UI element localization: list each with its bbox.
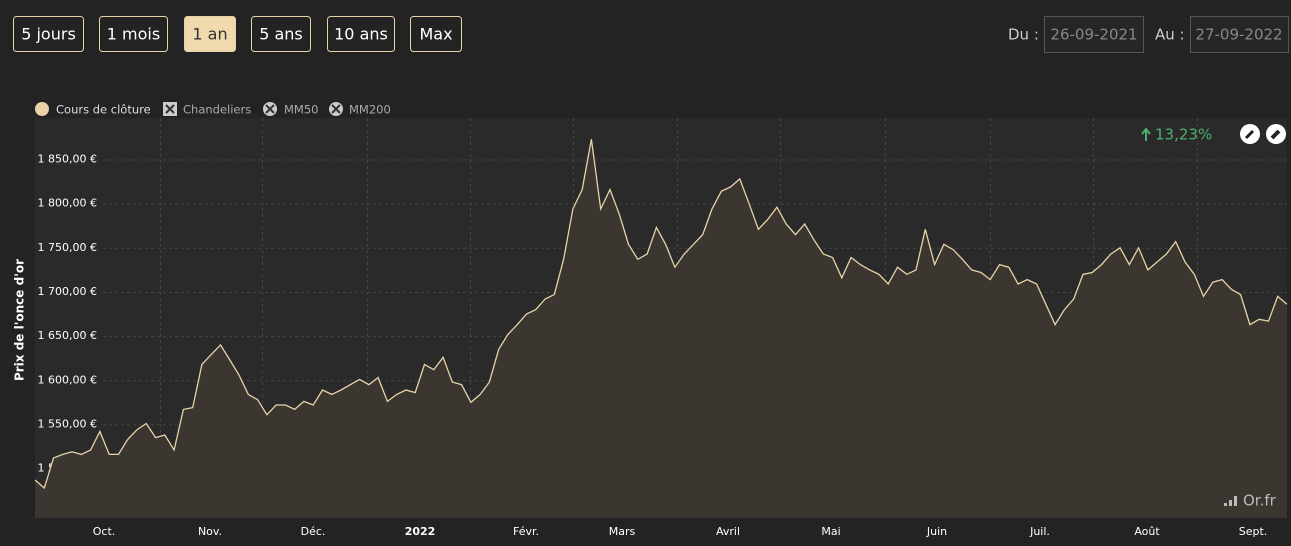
watermark-icon bbox=[1224, 496, 1237, 506]
range-button-label: 1 an bbox=[192, 25, 227, 44]
to-date: 27-09-2022 bbox=[1195, 26, 1282, 44]
range-button[interactable] bbox=[251, 16, 311, 52]
legend-label[interactable]: MM200 bbox=[349, 103, 391, 117]
y-tick-label: 1 850,00 € bbox=[38, 153, 97, 166]
y-tick-label: 1 650,00 € bbox=[38, 329, 97, 342]
legend-cross bbox=[331, 104, 341, 114]
range-button-label: 5 ans bbox=[259, 25, 303, 44]
x-tick-label: Avril bbox=[716, 525, 740, 538]
x-tick-label: 2022 bbox=[405, 525, 436, 538]
change-annotation: 13,23% bbox=[1155, 126, 1212, 144]
legend-cross bbox=[265, 104, 275, 114]
to-label: Au : bbox=[1155, 26, 1185, 44]
x-tick-label: Mai bbox=[821, 525, 840, 538]
from-input[interactable] bbox=[1044, 16, 1144, 53]
y-tick-label: 1 550,00 € bbox=[38, 417, 97, 430]
x-tick-label: Juin bbox=[926, 525, 947, 538]
y-tick-label: 1 750,00 € bbox=[38, 241, 97, 254]
y-tick-label: 1 600,00 € bbox=[38, 373, 97, 386]
range-button-label: 10 ans bbox=[334, 25, 388, 44]
range-button[interactable] bbox=[13, 16, 84, 52]
range-button[interactable] bbox=[327, 16, 395, 52]
range-button[interactable] bbox=[410, 16, 462, 52]
y-axis-label: Prix de l'once d'or bbox=[13, 259, 27, 381]
watermark: Or.fr bbox=[1243, 492, 1277, 510]
eraser-icon bbox=[1270, 129, 1281, 140]
range-button[interactable] bbox=[184, 16, 236, 52]
up-arrow bbox=[1141, 127, 1151, 141]
x-tick-label: Sept. bbox=[1239, 525, 1268, 538]
x-tick-label: Févr. bbox=[513, 525, 539, 538]
x-tick-label: Déc. bbox=[301, 525, 326, 538]
x-tick-label: Août bbox=[1134, 525, 1160, 538]
x-tick-label: Mars bbox=[609, 525, 636, 538]
legend-label[interactable]: MM50 bbox=[284, 103, 318, 117]
legend-marker bbox=[35, 102, 49, 116]
range-button-label: Max bbox=[419, 25, 452, 44]
range-button-label: 5 jours bbox=[21, 25, 76, 44]
legend-cross bbox=[165, 104, 175, 114]
x-tick-label: Nov. bbox=[198, 525, 222, 538]
range-button-label: 1 mois bbox=[107, 25, 160, 44]
y-tick-label: 1 800,00 € bbox=[38, 197, 97, 210]
line bbox=[34, 139, 1288, 490]
x-tick-label: Juil. bbox=[1029, 525, 1050, 538]
range-button[interactable] bbox=[99, 16, 168, 52]
x-tick-label: Oct. bbox=[93, 525, 116, 538]
area bbox=[35, 139, 1287, 518]
to-input[interactable] bbox=[1190, 16, 1289, 53]
legend-label[interactable]: Cours de clôture bbox=[56, 103, 151, 117]
legend-label[interactable]: Chandeliers bbox=[183, 103, 251, 117]
y-tick-label: 1 700,00 € bbox=[38, 285, 97, 298]
from-label: Du : bbox=[1008, 26, 1039, 44]
pencil-icon bbox=[1244, 129, 1255, 140]
from-date: 26-09-2021 bbox=[1050, 26, 1137, 44]
